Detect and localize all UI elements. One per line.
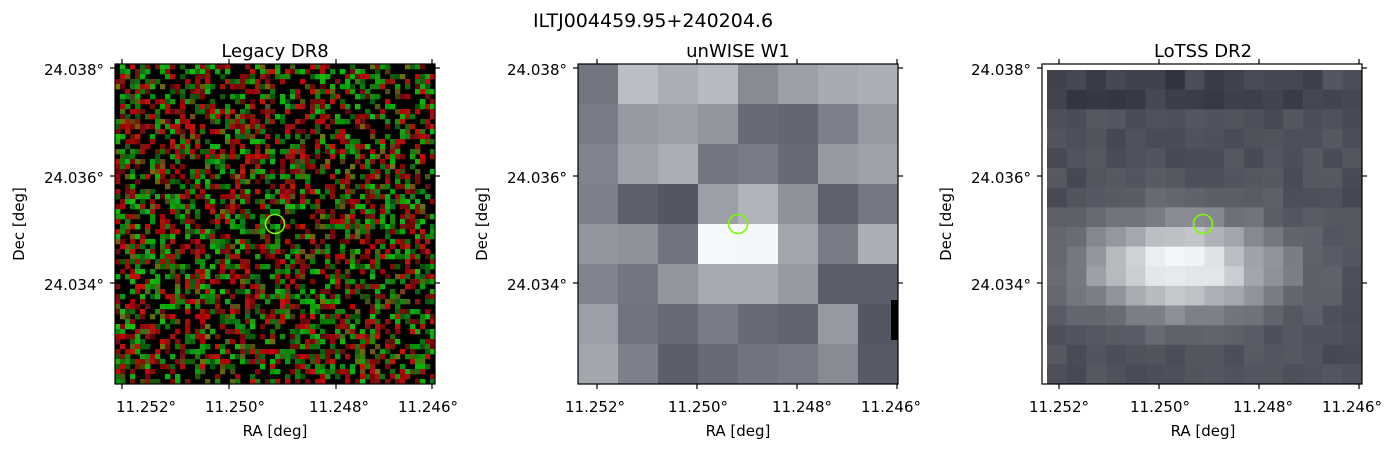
panel-title: LoTSS DR2 <box>1154 41 1252 62</box>
y-tick-label: 24.034° <box>971 276 1031 294</box>
y-ticks: 24.038° 24.036° 24.034° <box>44 61 104 294</box>
y-tick-label: 24.038° <box>971 61 1031 79</box>
x-tick-label: 11.252° <box>565 398 625 416</box>
source-marker-circle <box>1192 213 1214 235</box>
x-tick-label: 11.250° <box>1130 398 1190 416</box>
x-axis-label: RA [deg] <box>243 422 308 440</box>
y-tick-label: 24.036° <box>507 169 567 187</box>
y-tick-label: 24.038° <box>44 61 104 79</box>
x-axis-label: RA [deg] <box>1171 422 1236 440</box>
panel-title: unWISE W1 <box>686 41 790 62</box>
x-ticks: 11.252° 11.250° 11.248° 11.246° <box>1029 398 1382 416</box>
y-ticks: 24.038° 24.036° 24.034° <box>507 61 567 294</box>
y-tick-label: 24.034° <box>44 276 104 294</box>
x-ticks: 11.252° 11.250° 11.248° 11.246° <box>565 398 921 416</box>
x-tick-label: 11.250° <box>205 398 265 416</box>
axes-frame <box>577 63 899 385</box>
x-tick-label: 11.246° <box>861 398 921 416</box>
source-marker-circle <box>264 213 286 235</box>
y-tick-label: 24.038° <box>507 61 567 79</box>
image-unwise <box>578 64 899 385</box>
x-tick-label: 11.246° <box>1322 398 1382 416</box>
panel-lotss: LoTSS DR2 11.252° 11.250° 11.248° 11.246… <box>937 41 1382 440</box>
x-tick-label: 11.246° <box>398 398 458 416</box>
y-axis-label: Dec [deg] <box>937 187 955 261</box>
image-legacy <box>115 64 436 385</box>
y-axis-label: Dec [deg] <box>473 187 491 261</box>
image-lotss <box>1042 64 1363 385</box>
axes-frame <box>1041 63 1363 385</box>
figure-suptitle: ILTJ004459.95+240204.6 <box>533 10 773 32</box>
x-tick-label: 11.248° <box>772 398 832 416</box>
x-ticks: 11.252° 11.250° 11.248° 11.246° <box>116 398 458 416</box>
y-tick-label: 24.034° <box>507 276 567 294</box>
x-tick-label: 11.252° <box>116 398 176 416</box>
panel-unwise: unWISE W1 11.252° 11.250° 11.248° 11.246… <box>473 41 921 440</box>
x-tick-label: 11.248° <box>309 398 369 416</box>
y-axis-label: Dec [deg] <box>10 187 28 261</box>
y-tick-label: 24.036° <box>44 169 104 187</box>
panel-title: Legacy DR8 <box>221 41 328 62</box>
axes-frame <box>114 63 436 385</box>
y-ticks: 24.038° 24.036° 24.034° <box>971 61 1031 294</box>
x-tick-label: 11.250° <box>668 398 728 416</box>
panel-legacy: Legacy DR8 11.252° 11.250° 11.248° 11.24… <box>10 41 458 440</box>
y-tick-label: 24.036° <box>971 169 1031 187</box>
source-marker-circle <box>727 213 749 235</box>
x-axis-label: RA [deg] <box>706 422 771 440</box>
x-tick-label: 11.248° <box>1233 398 1293 416</box>
x-tick-label: 11.252° <box>1029 398 1089 416</box>
